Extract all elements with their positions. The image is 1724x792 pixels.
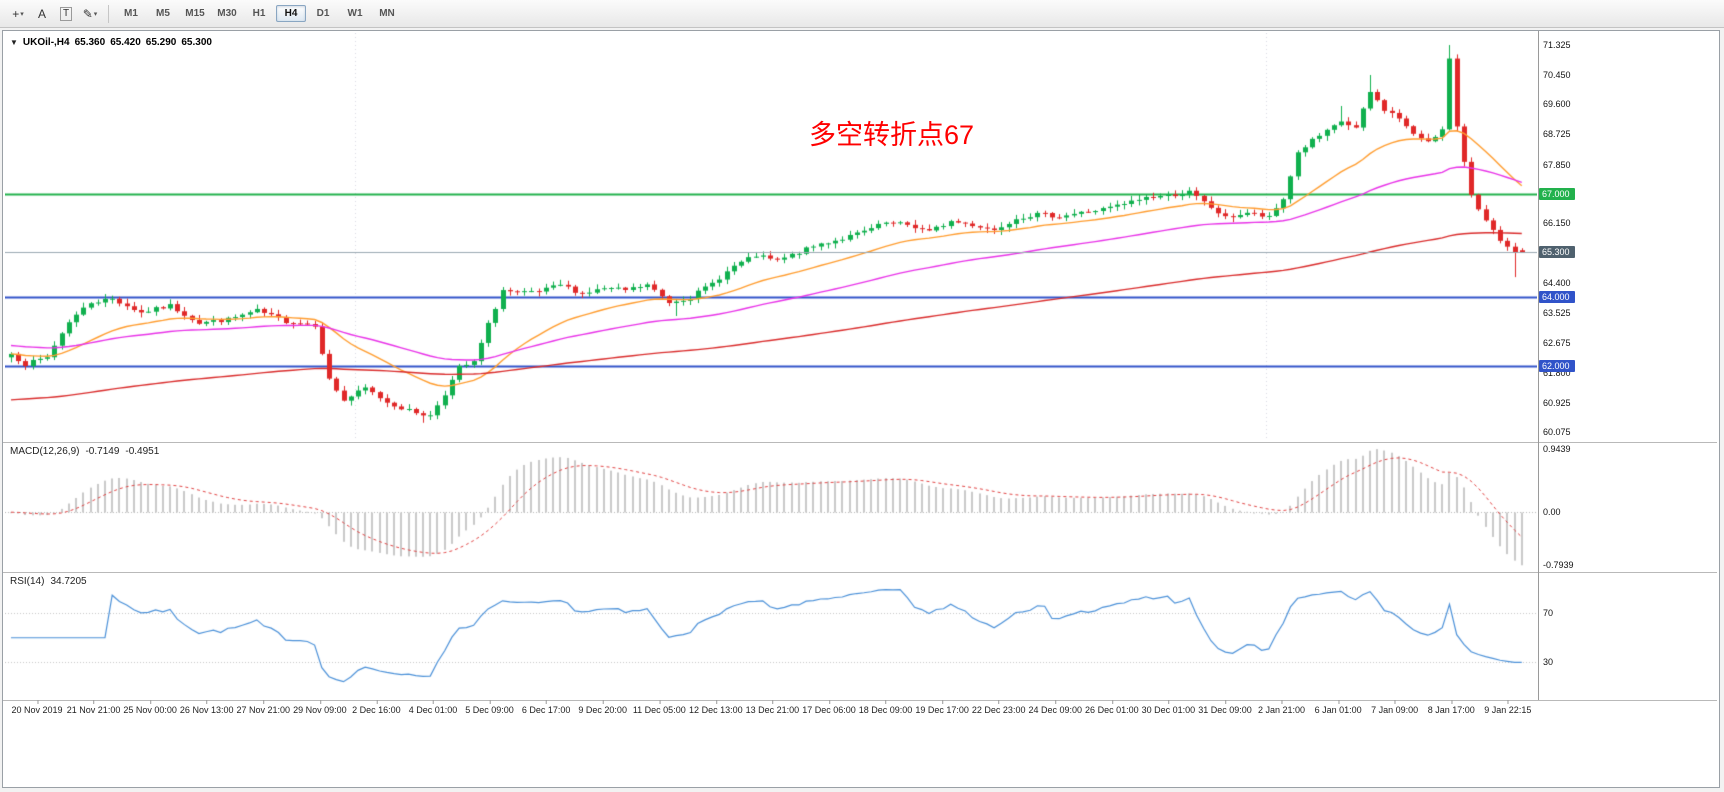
draw-tool-button[interactable]: ✎ ▾ xyxy=(79,3,101,25)
macd-pane-canvas[interactable] xyxy=(5,444,1537,571)
rsi-pane-canvas[interactable] xyxy=(5,574,1537,699)
crosshair-tool-button-icon: + xyxy=(12,6,20,21)
price-axis-label: 69.600 xyxy=(1543,99,1571,110)
timeframe-mn-button[interactable]: MN xyxy=(379,8,395,19)
rsi-pane-label: RSI(14) 34.7205 xyxy=(10,576,87,587)
hline-price-tag[interactable]: 62.000 xyxy=(1539,359,1575,372)
macd-axis-label: 0.00 xyxy=(1543,507,1561,518)
quote-open: 65.360 xyxy=(74,37,106,48)
chevron-down-icon: ▾ xyxy=(93,10,98,18)
timeframe-m15-button[interactable]: M15 xyxy=(185,8,205,19)
time-axis-label: 17 Dec 06:00 xyxy=(802,700,856,715)
timeframe-group: M1 M5 M15 M30 H1 H4 D1 W1 MN xyxy=(115,5,403,22)
macd-main-value: -0.7149 xyxy=(85,446,120,457)
draw-tool-button-icon: ✎ xyxy=(82,6,93,21)
chart-window: ▼ UKOil-,H4 65.360 65.420 65.290 65.300 … xyxy=(2,30,1720,788)
pane-separator xyxy=(3,442,1717,443)
macd-axis-label: 0.9439 xyxy=(1543,444,1571,455)
time-axis-label: 4 Dec 01:00 xyxy=(408,700,458,715)
time-axis-label: 9 Dec 20:00 xyxy=(578,700,627,715)
price-axis-label: 60.925 xyxy=(1543,397,1571,408)
time-axis-label: 12 Dec 13:00 xyxy=(689,700,743,715)
timeframe-m30-button[interactable]: M30 xyxy=(217,8,237,19)
rsi-axis-label: 30 xyxy=(1543,657,1554,668)
price-axis-label: 61.800 xyxy=(1543,367,1571,378)
price-axis-label: 67.850 xyxy=(1543,159,1571,170)
price-axis-label: 60.075 xyxy=(1543,427,1571,438)
time-axis-label: 29 Nov 09:00 xyxy=(293,700,347,715)
time-axis-label: 21 Nov 21:00 xyxy=(66,700,121,715)
time-axis-label: 2 Jan 21:00 xyxy=(1258,700,1306,715)
time-axis-label: 22 Dec 23:00 xyxy=(971,700,1026,715)
price-axis-label: 63.525 xyxy=(1543,308,1571,319)
time-axis-label: 19 Dec 17:00 xyxy=(915,700,969,715)
macd-signal-value: -0.4951 xyxy=(125,446,160,457)
time-axis-label: 31 Dec 09:00 xyxy=(1198,700,1252,715)
rsi-label: RSI(14) xyxy=(10,576,45,587)
time-axis-label: 26 Nov 13:00 xyxy=(179,700,234,715)
price-axis-label: 70.450 xyxy=(1543,70,1571,80)
chart-toolbar: + ▾ A T ✎ ▾ M1 M5 M15 M30 H1 H4 D1 W1 MN xyxy=(0,0,1724,28)
symbol-label: UKOil-,H4 xyxy=(22,37,70,48)
symbol-collapse-icon[interactable]: ▼ xyxy=(10,38,18,47)
time-axis-label: 11 Dec 05:00 xyxy=(632,700,686,715)
time-axis-label: 6 Dec 17:00 xyxy=(521,700,571,715)
price-axis-label: 62.675 xyxy=(1543,337,1571,348)
timeframe-m1-button[interactable]: M1 xyxy=(124,8,138,19)
pane-separator xyxy=(3,572,1717,573)
time-axis-label: 26 Dec 01:00 xyxy=(1085,700,1139,715)
crosshair-tool-button[interactable]: + ▾ xyxy=(7,3,29,25)
current-price-tag: 65.300 xyxy=(1539,246,1575,259)
quote-close: 65.300 xyxy=(181,37,212,48)
timeframe-w1-button[interactable]: W1 xyxy=(347,8,363,19)
time-axis-label: 13 Dec 21:00 xyxy=(745,700,800,715)
time-axis-label: 7 Jan 09:00 xyxy=(1371,700,1419,715)
time-axis-label: 6 Jan 01:00 xyxy=(1314,700,1362,715)
time-axis-label: 24 Dec 09:00 xyxy=(1028,700,1083,715)
macd-pane-label: MACD(12,26,9) -0.7149 -0.4951 xyxy=(10,446,159,457)
timeframe-h1-button[interactable]: H1 xyxy=(252,8,266,19)
price-axis-label: 64.400 xyxy=(1543,278,1571,289)
time-axis-label: 20 Nov 2019 xyxy=(11,700,63,715)
time-axis-label: 9 Jan 22:15 xyxy=(1484,700,1532,715)
rsi-axis-label: 70 xyxy=(1543,608,1554,619)
price-axis-label: 71.325 xyxy=(1543,39,1571,50)
time-axis-label: 27 Nov 21:00 xyxy=(236,700,291,715)
time-axis-label: 8 Jan 17:00 xyxy=(1427,700,1475,715)
timeframe-h4-button[interactable]: H4 xyxy=(276,5,306,22)
time-axis-label: 25 Nov 00:00 xyxy=(123,700,177,715)
macd-axis-label: -0.7939 xyxy=(1543,560,1574,571)
price-pane-canvas[interactable] xyxy=(5,33,1537,441)
time-axis-label: 18 Dec 09:00 xyxy=(858,700,913,715)
hline-price-tag[interactable]: 64.000 xyxy=(1539,291,1575,304)
price-axis-label: 68.725 xyxy=(1543,129,1571,140)
timeframe-m5-button[interactable]: M5 xyxy=(156,8,170,19)
time-axis-label: 2 Dec 16:00 xyxy=(352,700,401,715)
price-axis-label: 66.150 xyxy=(1543,218,1571,229)
price-axis-border xyxy=(1538,31,1539,700)
text-label-tool-button[interactable]: T xyxy=(55,3,77,25)
time-axis-label: 5 Dec 09:00 xyxy=(465,700,514,715)
chart-text-annotation[interactable]: 多空转折点67 xyxy=(809,120,975,150)
rsi-value: 34.7205 xyxy=(50,576,87,587)
text-annotation-tool-button[interactable]: A xyxy=(31,3,53,25)
time-axis-separator xyxy=(3,700,1717,701)
time-axis-label: 30 Dec 01:00 xyxy=(1141,700,1196,715)
hline-price-tag[interactable]: 67.000 xyxy=(1539,187,1575,200)
quote-header: ▼ UKOil-,H4 65.360 65.420 65.290 65.300 xyxy=(10,37,212,48)
timeframe-d1-button[interactable]: D1 xyxy=(316,8,330,19)
chart-tools-group: + ▾ A T ✎ ▾ xyxy=(6,3,102,25)
quote-low: 65.290 xyxy=(145,37,177,48)
macd-label: MACD(12,26,9) xyxy=(10,446,80,457)
text-label-tool-button-icon: T xyxy=(59,6,73,21)
chevron-down-icon: ▾ xyxy=(20,10,24,18)
toolbar-separator xyxy=(108,4,109,23)
quote-high: 65.420 xyxy=(110,37,141,48)
text-annotation-tool-button-icon: A xyxy=(37,6,46,21)
